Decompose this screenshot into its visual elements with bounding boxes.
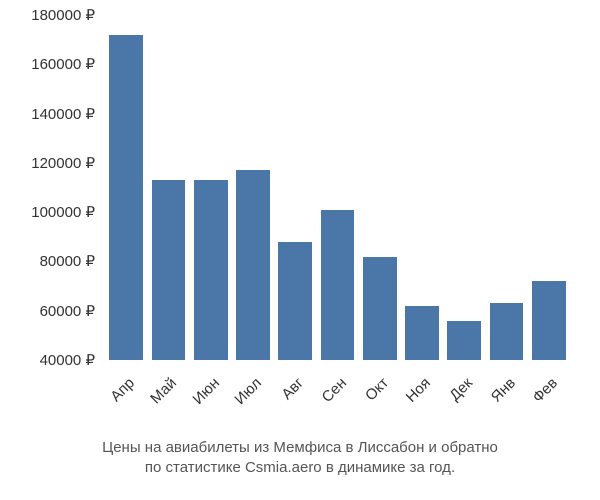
y-tick-label: 140000 ₽ [0, 105, 95, 123]
bar [278, 242, 312, 360]
y-tick-label: 40000 ₽ [0, 351, 95, 369]
y-tick-label: 180000 ₽ [0, 6, 95, 24]
price-bar-chart: 40000 ₽ 60000 ₽ 80000 ₽ 100000 ₽ 120000 ₽ 140… [0, 0, 600, 500]
bar [194, 180, 228, 360]
bar [405, 306, 439, 360]
chart-caption: Цены на авиабилеты из Мемфиса в Лиссабон… [0, 438, 600, 479]
bar [152, 180, 186, 360]
bar [532, 281, 566, 360]
bar [321, 210, 355, 360]
y-tick-label: 160000 ₽ [0, 55, 95, 73]
bar [109, 35, 143, 360]
caption-line: Цены на авиабилеты из Мемфиса в Лиссабон… [0, 438, 600, 458]
caption-line: по статистике Csmia.aero в динамике за г… [0, 458, 600, 478]
bar [447, 321, 481, 360]
y-tick-label: 80000 ₽ [0, 252, 95, 270]
y-tick-label: 120000 ₽ [0, 154, 95, 172]
y-tick-label: 60000 ₽ [0, 302, 95, 320]
bar [363, 257, 397, 361]
y-tick-label: 100000 ₽ [0, 203, 95, 221]
bar [490, 303, 524, 360]
bar [236, 170, 270, 360]
